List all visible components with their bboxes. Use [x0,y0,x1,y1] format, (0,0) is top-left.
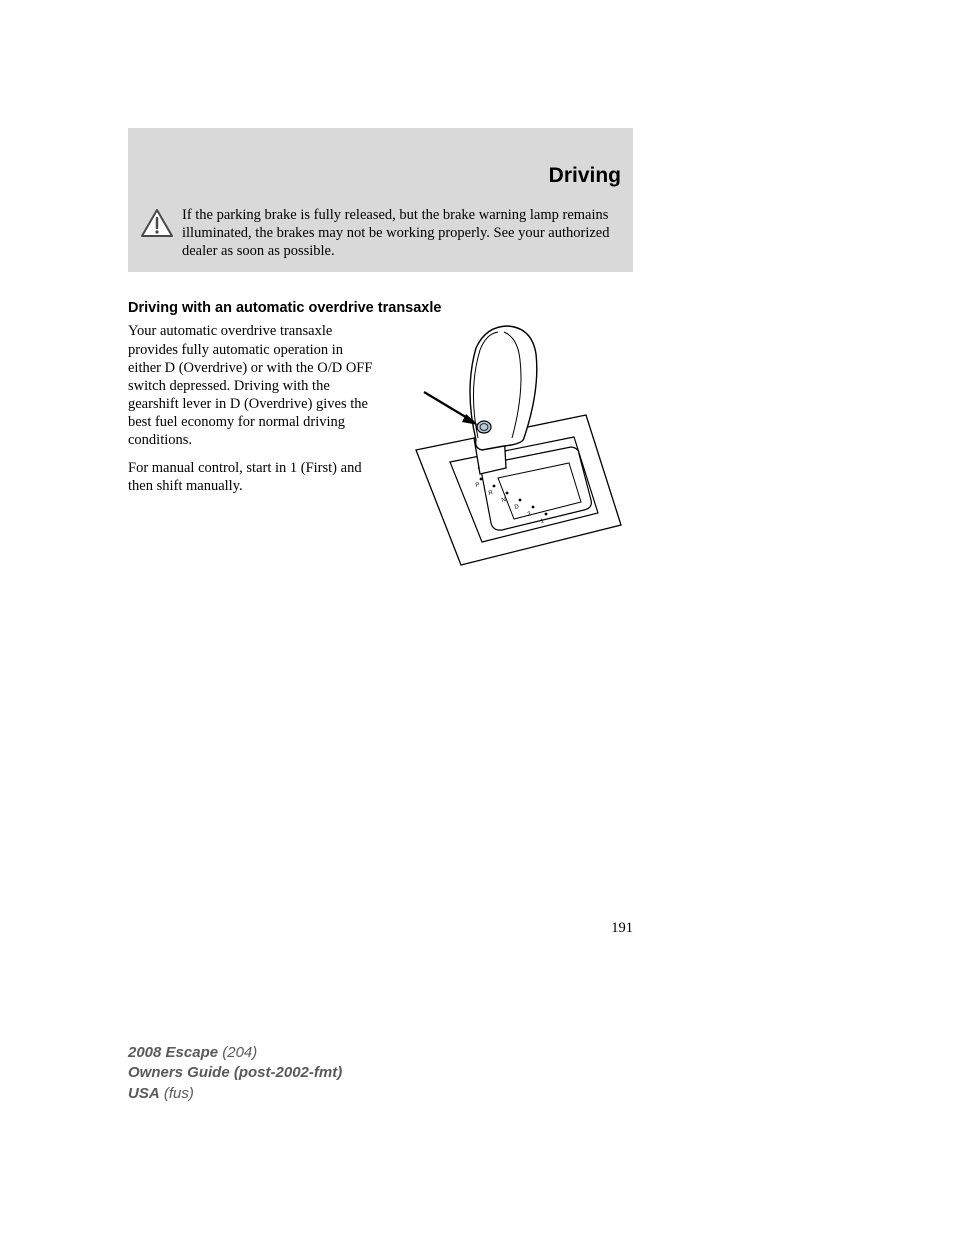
section-title: Driving [549,164,621,188]
warning-text: If the parking brake is fully released, … [182,207,610,259]
paragraph-2: For manual control, start in 1 (First) a… [128,459,376,495]
subheading: Driving with an automatic overdrive tran… [128,300,633,316]
footer: 2008 Escape (204) Owners Guide (post-200… [128,1043,342,1104]
footer-line-3: USA (fus) [128,1084,342,1104]
gearshift-illustration: P R N D 2 1 [386,320,633,577]
body-text: Your automatic overdrive transaxle provi… [128,322,376,505]
page-content: Driving If the parking brake is fully re… [128,128,633,577]
footer-line-1: 2008 Escape (204) [128,1043,342,1063]
page-number: 191 [611,920,633,937]
footer-line-2: Owners Guide (post-2002-fmt) [128,1063,342,1083]
header-band: Driving [128,128,633,196]
content-row: Your automatic overdrive transaxle provi… [128,322,633,577]
paragraph-1: Your automatic overdrive transaxle provi… [128,322,376,449]
warning-triangle-icon [140,208,174,243]
warning-box: If the parking brake is fully released, … [128,196,633,272]
